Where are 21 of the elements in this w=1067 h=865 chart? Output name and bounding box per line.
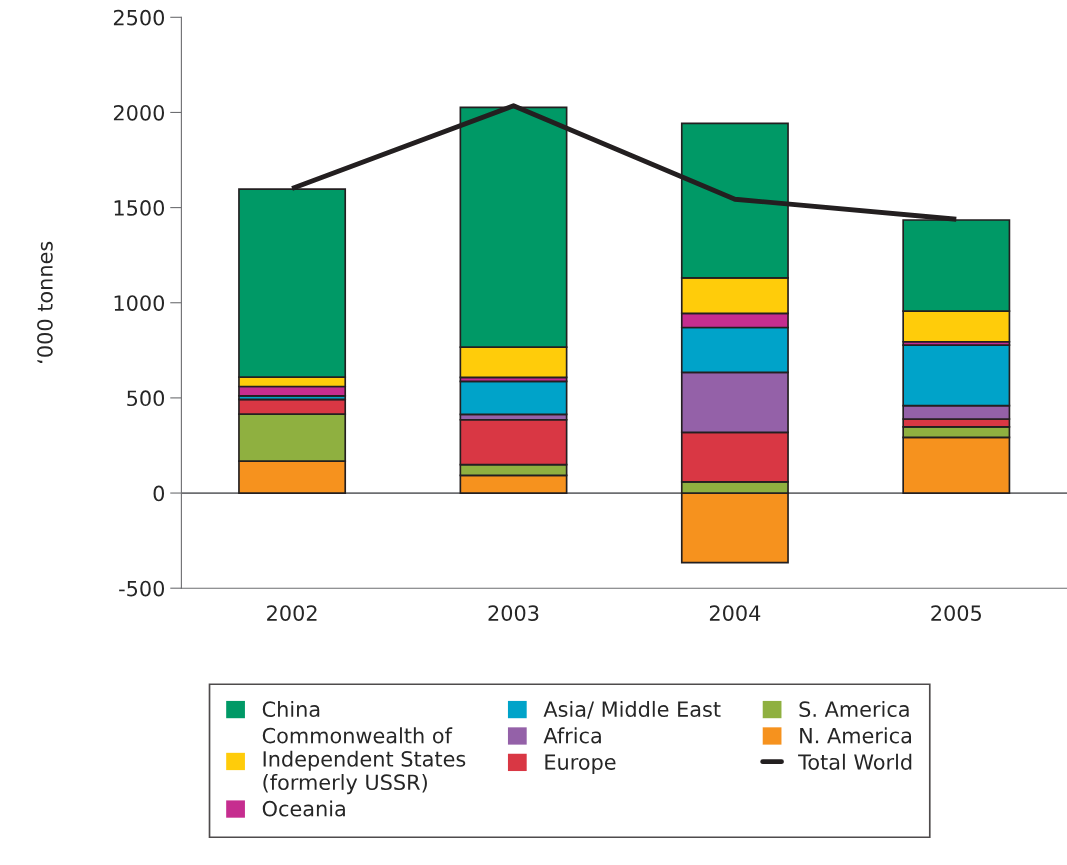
legend-label: Total World	[798, 753, 912, 770]
x-tick-label: 2002	[267, 605, 317, 621]
legend-label: Africa	[543, 727, 601, 744]
y-tick-label: 1000	[114, 295, 165, 311]
x-tick-label: 2004	[709, 605, 761, 621]
legend-label: China	[262, 700, 320, 718]
legend-label: Oceania	[262, 800, 345, 817]
y-tick-label: -500	[119, 580, 165, 597]
legend-label: Commonwealth of Independent States (formerly USSR)	[262, 727, 466, 795]
y-tick-label: 0	[153, 485, 165, 502]
legend-label: N. America	[800, 727, 912, 744]
legend-label: Asia/ Middle East	[543, 700, 721, 719]
y-tick-label: 2000	[113, 104, 165, 121]
legend-label: S. America	[799, 700, 909, 718]
y-tick-label: 500	[127, 390, 165, 407]
x-tick-label: 2005	[931, 605, 981, 621]
y-tick-label: 2500	[113, 9, 165, 26]
legend-label: Europe	[545, 754, 616, 774]
y-tick-label: 1500	[114, 200, 165, 216]
x-tick-label: 2003	[488, 605, 539, 621]
y-axis-title: ‘000 tonnes	[37, 241, 53, 363]
